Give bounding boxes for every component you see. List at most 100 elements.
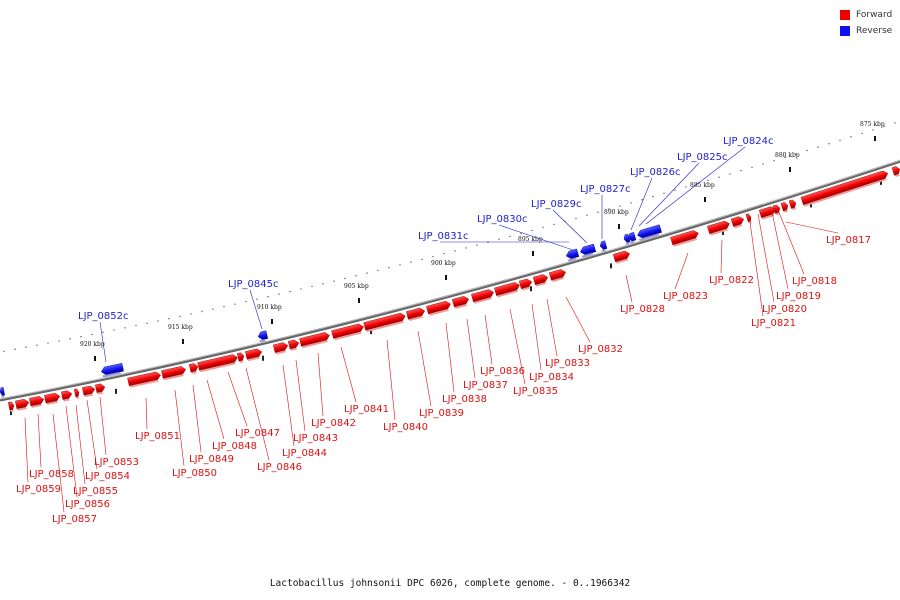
- gene-shadow: [601, 249, 607, 252]
- forward-gene-block: [299, 332, 330, 349]
- forward-gene-label[interactable]: LJP_0835: [513, 386, 558, 397]
- forward-gene-block: [707, 220, 730, 236]
- forward-gene-label[interactable]: LJP_0849: [189, 454, 234, 465]
- forward-gene-label[interactable]: LJP_0839: [419, 408, 464, 419]
- reverse-gene-label[interactable]: LJP_0831c: [418, 231, 469, 242]
- forward-gene-label[interactable]: LJP_0832: [578, 344, 623, 355]
- reverse-gene-label[interactable]: LJP_0827c: [580, 184, 631, 195]
- scale-dot: [872, 129, 874, 131]
- scale-dot: [575, 217, 577, 220]
- forward-gene-label[interactable]: LJP_0846: [257, 462, 302, 473]
- scale-dot: [553, 223, 555, 226]
- forward-gene-label[interactable]: LJP_0836: [480, 366, 525, 377]
- forward-gene-block: [730, 216, 745, 229]
- scale-dot: [850, 136, 852, 138]
- forward-gene-label[interactable]: LJP_0833: [545, 358, 590, 369]
- forward-gene-block: [745, 213, 753, 224]
- forward-gene-arrow: [331, 323, 364, 339]
- forward-gene-label[interactable]: LJP_0819: [776, 291, 821, 302]
- reverse-gene-label[interactable]: LJP_0826c: [630, 167, 681, 178]
- forward-gene-label[interactable]: LJP_0818: [792, 276, 837, 287]
- forward-gene-label[interactable]: LJP_0838: [442, 394, 487, 405]
- reverse-gene-arrow: [637, 224, 662, 239]
- tick-mark: [530, 286, 532, 292]
- scale-dot: [443, 253, 445, 255]
- forward-label-leader: [340, 346, 357, 403]
- forward-gene-block: [273, 342, 289, 355]
- reverse-gene-label[interactable]: LJP_0825c: [677, 152, 728, 163]
- scale-dot: [476, 244, 478, 246]
- tick-mark: [370, 329, 372, 335]
- forward-gene-label[interactable]: LJP_0858: [29, 469, 74, 480]
- forward-gene-label[interactable]: LJP_0821: [751, 318, 796, 329]
- gene-shadow: [290, 347, 298, 351]
- forward-gene-block: [612, 250, 630, 264]
- forward-gene-label[interactable]: LJP_0844: [282, 448, 327, 459]
- reverse-gene-label[interactable]: LJP_0830c: [477, 214, 528, 225]
- forward-gene-label[interactable]: LJP_0840: [383, 422, 428, 433]
- gene-shadow: [75, 396, 80, 399]
- forward-gene-label[interactable]: LJP_0851: [135, 431, 180, 442]
- forward-label-leader: [757, 213, 775, 303]
- scale-dot: [311, 285, 313, 288]
- forward-gene-arrow: [471, 289, 494, 303]
- forward-gene-label[interactable]: LJP_0857: [52, 514, 97, 525]
- scale-dot: [729, 173, 731, 175]
- gene-shadow: [365, 320, 404, 333]
- reverse-gene-label[interactable]: LJP_0845c: [228, 279, 279, 290]
- forward-gene-label[interactable]: LJP_0855: [73, 486, 118, 497]
- reverse-gene-arrow: [100, 363, 124, 376]
- forward-gene-label[interactable]: LJP_0843: [293, 433, 338, 444]
- forward-gene-label[interactable]: LJP_0822: [709, 275, 754, 286]
- forward-label-leader: [75, 404, 86, 485]
- forward-gene-label[interactable]: LJP_0842: [311, 418, 356, 429]
- reverse-gene-label[interactable]: LJP_0829c: [531, 199, 582, 210]
- forward-gene-label[interactable]: LJP_0853: [94, 457, 139, 468]
- scale-dot: [135, 324, 137, 327]
- forward-gene-label[interactable]: LJP_0850: [172, 468, 217, 479]
- scale-dot: [344, 277, 346, 280]
- forward-gene-block: [891, 166, 900, 177]
- scale-dot: [377, 269, 379, 272]
- reverse-gene-block: [565, 248, 580, 262]
- tick-mark: [880, 179, 882, 185]
- forward-gene-label[interactable]: LJP_0847: [235, 428, 280, 439]
- scale-dot: [762, 163, 764, 165]
- forward-gene-label[interactable]: LJP_0817: [826, 235, 871, 246]
- forward-label-leader: [546, 298, 558, 357]
- reverse-gene-label[interactable]: LJP_0852c: [78, 311, 129, 322]
- forward-gene-label[interactable]: LJP_0823: [663, 291, 708, 302]
- forward-gene-label[interactable]: LJP_0856: [65, 499, 110, 510]
- forward-gene-label[interactable]: LJP_0834: [529, 372, 574, 383]
- forward-gene-label[interactable]: LJP_0859: [16, 484, 61, 495]
- scale-dot: [817, 146, 819, 148]
- scale-dot: [894, 122, 896, 124]
- forward-gene-label[interactable]: LJP_0828: [620, 304, 665, 315]
- gene-shadow: [9, 409, 15, 412]
- forward-gene-arrow: [707, 220, 730, 235]
- reverse-label-leader: [638, 162, 700, 227]
- forward-gene-label[interactable]: LJP_0841: [344, 404, 389, 415]
- tick-mark: [115, 388, 117, 394]
- forward-label-leader: [245, 367, 270, 461]
- forward-gene-label[interactable]: LJP_0820: [762, 304, 807, 315]
- forward-label-leader: [509, 308, 526, 385]
- scale-dot: [597, 211, 599, 213]
- forward-gene-arrow: [287, 339, 300, 350]
- forward-gene-arrow: [236, 352, 245, 362]
- scale-dot: [399, 264, 401, 266]
- tick-mark: [262, 355, 264, 361]
- forward-gene-label[interactable]: LJP_0848: [212, 441, 257, 452]
- forward-gene-label[interactable]: LJP_0837: [463, 380, 508, 391]
- forward-gene-label[interactable]: LJP_0854: [85, 471, 130, 482]
- legend-reverse: Reverse: [840, 26, 892, 36]
- scale-dot: [410, 261, 412, 263]
- scale-tick: [789, 167, 791, 172]
- forward-label-leader: [749, 221, 764, 317]
- forward-gene-arrow: [61, 390, 73, 400]
- scale-dot: [586, 214, 588, 216]
- scale-tick: [704, 197, 706, 202]
- reverse-gene-label[interactable]: LJP_0824c: [723, 136, 774, 147]
- forward-gene-arrow: [8, 401, 15, 411]
